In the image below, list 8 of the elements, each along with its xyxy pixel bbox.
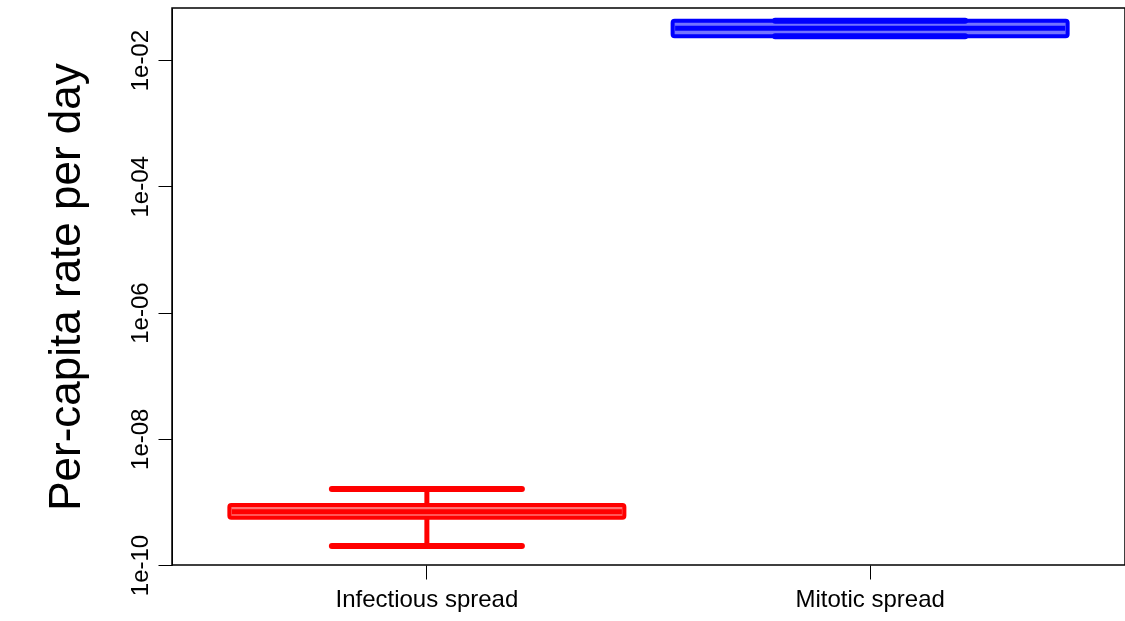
y-tick-label: 1e-10 bbox=[125, 534, 153, 597]
y-tick-label: 1e-02 bbox=[125, 29, 153, 92]
y-tick-label: 1e-08 bbox=[125, 408, 153, 470]
x-tick-label: Infectious spread bbox=[335, 584, 519, 612]
x-tick-label: Mitotic spread bbox=[795, 584, 945, 612]
y-axis-title: Per-capita rate per day bbox=[39, 63, 89, 511]
y-tick-label: 1e-04 bbox=[125, 156, 153, 218]
y-tick-label: 1e-06 bbox=[125, 282, 153, 344]
